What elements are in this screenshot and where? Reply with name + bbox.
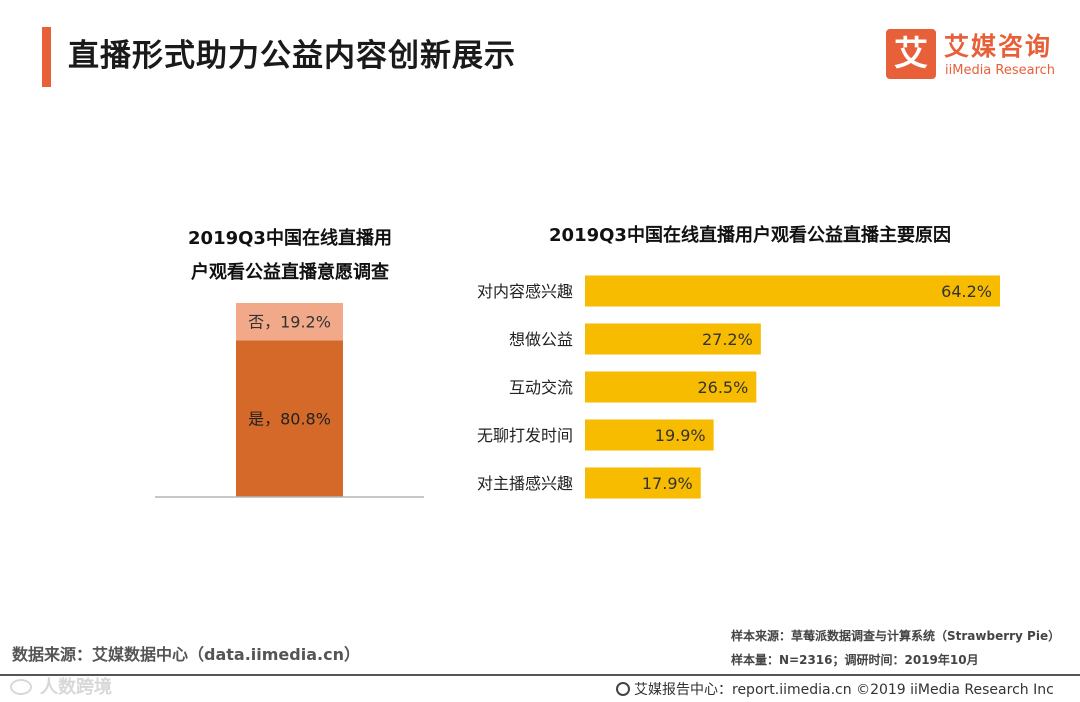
category-label: 对内容感兴趣 bbox=[477, 282, 573, 301]
bar-yes bbox=[236, 340, 343, 497]
title-accent-bar bbox=[42, 27, 51, 87]
reason-bar bbox=[585, 467, 701, 499]
reason-bar bbox=[585, 371, 757, 403]
label-yes: 是，80.8% bbox=[248, 410, 331, 429]
report-center-link[interactable]: 艾媒报告中心：report.iimedia.cn ©2019 iiMedia R… bbox=[616, 679, 1054, 699]
footer-divider bbox=[0, 674, 1080, 676]
report-center-icon bbox=[616, 682, 630, 696]
logo-name-en: iiMedia Research bbox=[945, 63, 1056, 78]
category-label: 想做公益 bbox=[509, 330, 573, 349]
logo-mark: 艾 bbox=[886, 29, 936, 79]
reason-bar bbox=[585, 323, 761, 355]
category-label: 对主播感兴趣 bbox=[477, 474, 573, 493]
value-label: 26.5% bbox=[697, 378, 748, 397]
iimedia-logo: 艾 艾媒咨询 iiMedia Research bbox=[886, 27, 1066, 83]
category-label: 无聊打发时间 bbox=[477, 426, 573, 445]
right-chart-title: 2019Q3中国在线直播用户观看公益直播主要原因 bbox=[549, 225, 951, 246]
data-source-note: 数据来源：艾媒数据中心（data.iimedia.cn） bbox=[12, 645, 360, 664]
left-chart-title: 2019Q3中国在线直播用 户观看公益直播意愿调查 bbox=[150, 222, 430, 290]
value-label: 27.2% bbox=[702, 330, 753, 349]
value-label: 19.9% bbox=[655, 426, 706, 445]
watermark-icon bbox=[10, 679, 32, 695]
reason-bar bbox=[585, 419, 714, 451]
logo-name-cn: 艾媒咨询 bbox=[944, 32, 1053, 61]
left-chart-title-line1: 2019Q3中国在线直播用 bbox=[188, 228, 392, 249]
report-center-text: 艾媒报告中心：report.iimedia.cn ©2019 iiMedia R… bbox=[634, 682, 1054, 698]
bar-no bbox=[236, 303, 343, 341]
sample-source-note: 样本来源：草莓派数据调查与计算系统（Strawberry Pie） bbox=[731, 629, 1061, 643]
reason-bar bbox=[585, 275, 1000, 307]
category-label: 互动交流 bbox=[509, 378, 573, 397]
watermark-text: 人数跨境 bbox=[40, 677, 112, 698]
value-label: 64.2% bbox=[941, 282, 992, 301]
sample-size-note: 样本量：N=2316；调研时间：2019年10月 bbox=[731, 653, 979, 667]
label-no: 否，19.2% bbox=[248, 313, 331, 332]
value-label: 17.9% bbox=[642, 474, 693, 493]
left-chart-title-line2: 户观看公益直播意愿调查 bbox=[191, 262, 389, 283]
watermark: 人数跨境 bbox=[10, 673, 112, 699]
page-title: 直播形式助力公益内容创新展示 bbox=[68, 38, 516, 74]
